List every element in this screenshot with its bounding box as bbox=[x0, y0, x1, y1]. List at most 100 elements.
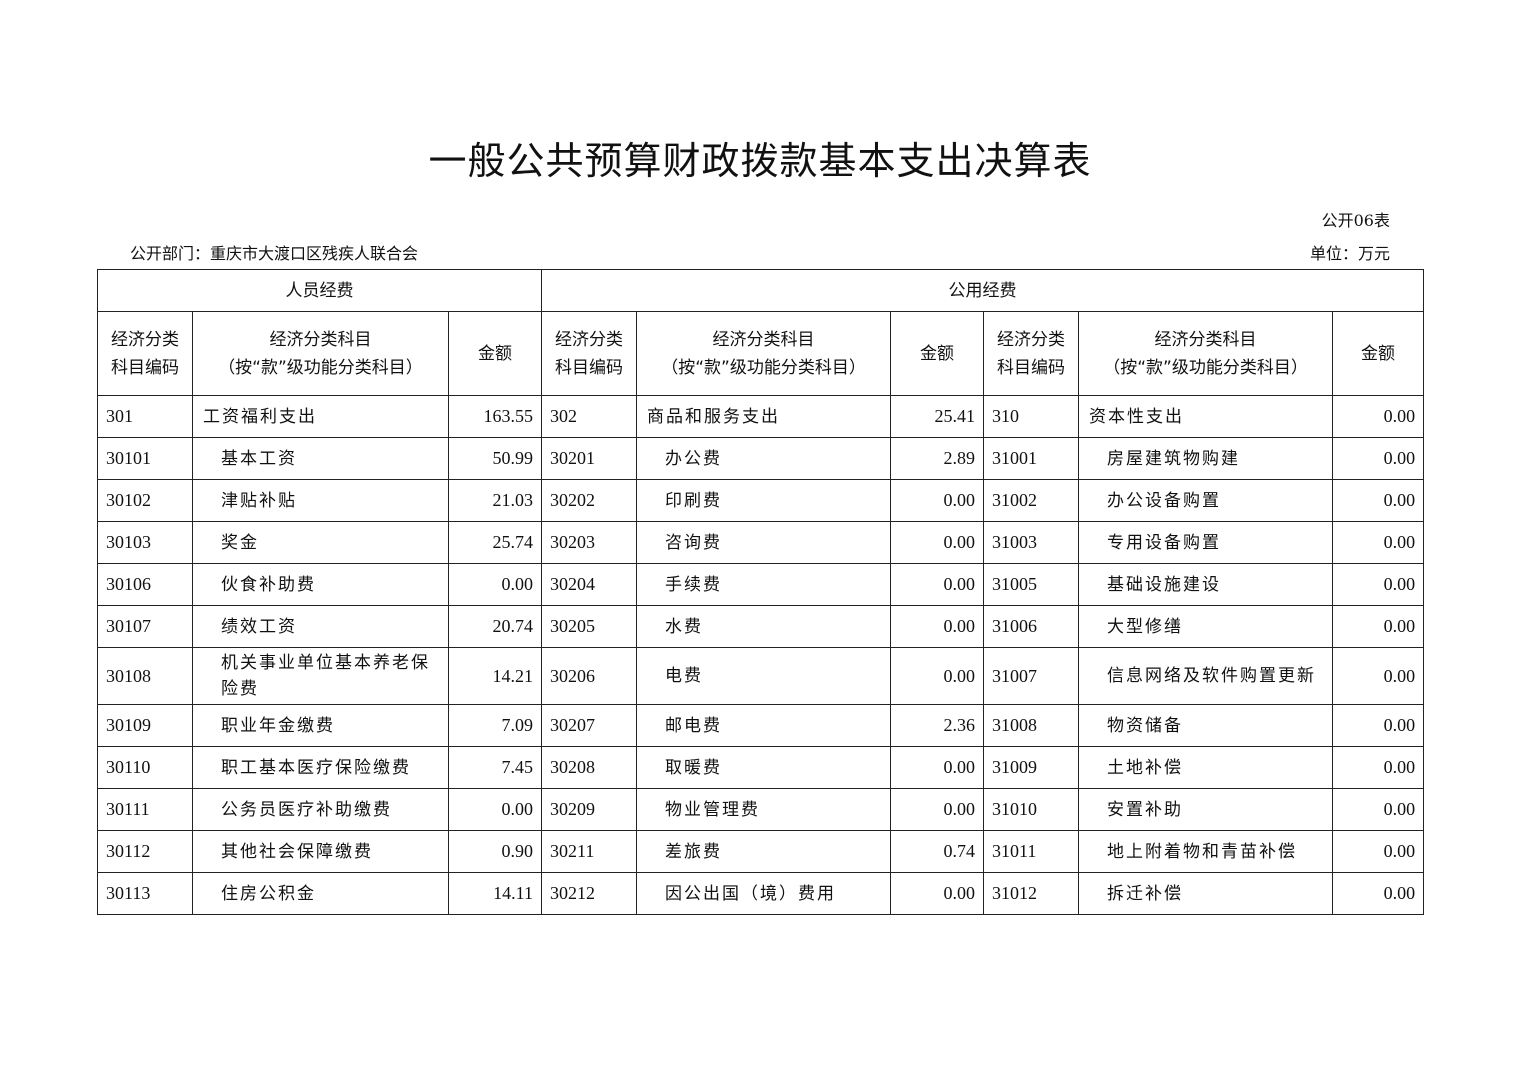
cell-name: 津贴补贴 bbox=[192, 479, 449, 522]
cell-amount: 0.00 bbox=[1332, 872, 1425, 915]
cell-name: 资本性支出 bbox=[1078, 395, 1334, 438]
cell-name: 地上附着物和青苗补偿 bbox=[1078, 830, 1334, 873]
cell-code: 310 bbox=[983, 395, 1080, 438]
cell-code: 30205 bbox=[541, 605, 638, 648]
cell-name: 信息网络及软件购置更新 bbox=[1078, 647, 1334, 705]
cell-amount: 25.41 bbox=[890, 395, 985, 438]
cell-name: 差旅费 bbox=[636, 830, 892, 873]
cell-name: 基础设施建设 bbox=[1078, 563, 1334, 606]
cell-amount: 7.45 bbox=[447, 746, 543, 789]
table-row: 30111 公务员医疗补助缴费 0.00 30209 物业管理费 0.00 31010 安置补… bbox=[97, 788, 1425, 831]
column-header-amount: 金额 bbox=[447, 311, 543, 396]
cell-code: 30204 bbox=[541, 563, 638, 606]
cell-amount: 0.00 bbox=[890, 479, 985, 522]
table-row: 30108 机关事业单位基本养老保险费 14.21 30206 电费 0.00 31007 信… bbox=[97, 647, 1425, 705]
cell-name: 物资储备 bbox=[1078, 704, 1334, 747]
column-header-code: 经济分类 科目编码 bbox=[983, 311, 1080, 396]
cell-code: 31011 bbox=[983, 830, 1080, 873]
cell-code: 30206 bbox=[541, 647, 638, 705]
cell-amount: 0.00 bbox=[1332, 437, 1425, 480]
cell-amount: 0.90 bbox=[447, 830, 543, 873]
cell-code: 31009 bbox=[983, 746, 1080, 789]
cell-code: 31003 bbox=[983, 521, 1080, 564]
cell-amount: 0.00 bbox=[890, 605, 985, 648]
cell-code: 30108 bbox=[97, 647, 193, 705]
cell-name: 安置补助 bbox=[1078, 788, 1334, 831]
cell-name: 住房公积金 bbox=[192, 872, 449, 915]
cell-amount: 14.11 bbox=[447, 872, 543, 915]
cell-code: 31001 bbox=[983, 437, 1080, 480]
cell-amount: 0.00 bbox=[1332, 647, 1425, 705]
cell-code: 30111 bbox=[97, 788, 193, 831]
cell-code: 31008 bbox=[983, 704, 1080, 747]
cell-name: 物业管理费 bbox=[636, 788, 892, 831]
cell-code: 30103 bbox=[97, 521, 193, 564]
cell-amount: 14.21 bbox=[447, 647, 543, 705]
cell-amount: 0.00 bbox=[890, 647, 985, 705]
table-number: 公开06表 bbox=[1321, 211, 1390, 230]
cell-amount: 0.00 bbox=[1332, 788, 1425, 831]
cell-name: 商品和服务支出 bbox=[636, 395, 892, 438]
column-header-name: 经济分类科目 （按“款”级功能分类科目） bbox=[1078, 311, 1334, 396]
table-row: 30102 津贴补贴 21.03 30202 印刷费 0.00 31002 办公设备购置 0.0… bbox=[97, 479, 1425, 522]
cell-name: 办公费 bbox=[636, 437, 892, 480]
cell-name: 专用设备购置 bbox=[1078, 521, 1334, 564]
table-row: 30107 绩效工资 20.74 30205 水费 0.00 31006 大型修缮 0.00 bbox=[97, 605, 1425, 648]
group-personnel: 人员经费 bbox=[96, 269, 543, 312]
cell-amount: 0.00 bbox=[890, 746, 985, 789]
cell-name: 公务员医疗补助缴费 bbox=[192, 788, 449, 831]
unit: 单位：万元 bbox=[1309, 244, 1390, 263]
cell-code: 31006 bbox=[983, 605, 1080, 648]
cell-amount: 0.00 bbox=[890, 563, 985, 606]
cell-code: 302 bbox=[541, 395, 638, 438]
table-row: 30106 伙食补助费 0.00 30204 手续费 0.00 31005 基础设施建设 0.0… bbox=[97, 563, 1425, 606]
table-row: 30101 基本工资 50.99 30201 办公费 2.89 31001 房屋建筑物购建 0.… bbox=[97, 437, 1425, 480]
table-row: 301 工资福利支出 163.55 302 商品和服务支出 25.41 310 资本性支出 0.… bbox=[97, 395, 1425, 438]
cell-code: 30211 bbox=[541, 830, 638, 873]
cell-name: 取暖费 bbox=[636, 746, 892, 789]
table-row: 30103 奖金 25.74 30203 咨询费 0.00 31003 专用设备购置 0.00 bbox=[97, 521, 1425, 564]
cell-amount: 0.00 bbox=[1332, 746, 1425, 789]
cell-amount: 0.00 bbox=[1332, 704, 1425, 747]
cell-code: 30102 bbox=[97, 479, 193, 522]
cell-name: 咨询费 bbox=[636, 521, 892, 564]
table-row: 30112 其他社会保障缴费 0.90 30211 差旅费 0.74 31011 地上附着物和… bbox=[97, 830, 1425, 873]
cell-code: 31005 bbox=[983, 563, 1080, 606]
cell-code: 30109 bbox=[97, 704, 193, 747]
cell-code: 301 bbox=[97, 395, 193, 438]
cell-amount: 0.74 bbox=[890, 830, 985, 873]
cell-name: 水费 bbox=[636, 605, 892, 648]
page-title: 一般公共预算财政拨款基本支出决算表 bbox=[428, 139, 1092, 183]
cell-name: 房屋建筑物购建 bbox=[1078, 437, 1334, 480]
cell-amount: 0.00 bbox=[1332, 479, 1425, 522]
cell-name: 大型修缮 bbox=[1078, 605, 1334, 648]
cell-name: 印刷费 bbox=[636, 479, 892, 522]
column-header-amount: 金额 bbox=[1332, 311, 1425, 396]
cell-name: 土地补偿 bbox=[1078, 746, 1334, 789]
cell-code: 30202 bbox=[541, 479, 638, 522]
cell-amount: 21.03 bbox=[447, 479, 543, 522]
cell-code: 30101 bbox=[97, 437, 193, 480]
cell-name: 因公出国（境）费用 bbox=[636, 872, 892, 915]
cell-name: 基本工资 bbox=[192, 437, 449, 480]
group-public: 公用经费 bbox=[541, 269, 1425, 312]
cell-name: 手续费 bbox=[636, 563, 892, 606]
cell-amount: 0.00 bbox=[890, 788, 985, 831]
cell-name: 职工基本医疗保险缴费 bbox=[192, 746, 449, 789]
cell-code: 30203 bbox=[541, 521, 638, 564]
cell-name: 奖金 bbox=[192, 521, 449, 564]
cell-name: 拆迁补偿 bbox=[1078, 872, 1334, 915]
department: 公开部门：重庆市大渡口区残疾人联合会 bbox=[130, 244, 419, 263]
cell-code: 30207 bbox=[541, 704, 638, 747]
cell-code: 31010 bbox=[983, 788, 1080, 831]
column-header-code: 经济分类 科目编码 bbox=[541, 311, 638, 396]
cell-code: 30209 bbox=[541, 788, 638, 831]
cell-code: 31002 bbox=[983, 479, 1080, 522]
cell-name: 职业年金缴费 bbox=[192, 704, 449, 747]
cell-name: 工资福利支出 bbox=[192, 395, 449, 438]
cell-code: 30113 bbox=[97, 872, 193, 915]
cell-amount: 20.74 bbox=[447, 605, 543, 648]
expenditure-table: 人员经费 公用经费 经济分类 科目编码 经济分类科目 （按“款”级功能分类科目）金… bbox=[96, 269, 1425, 915]
cell-amount: 0.00 bbox=[447, 563, 543, 606]
cell-amount: 2.36 bbox=[890, 704, 985, 747]
